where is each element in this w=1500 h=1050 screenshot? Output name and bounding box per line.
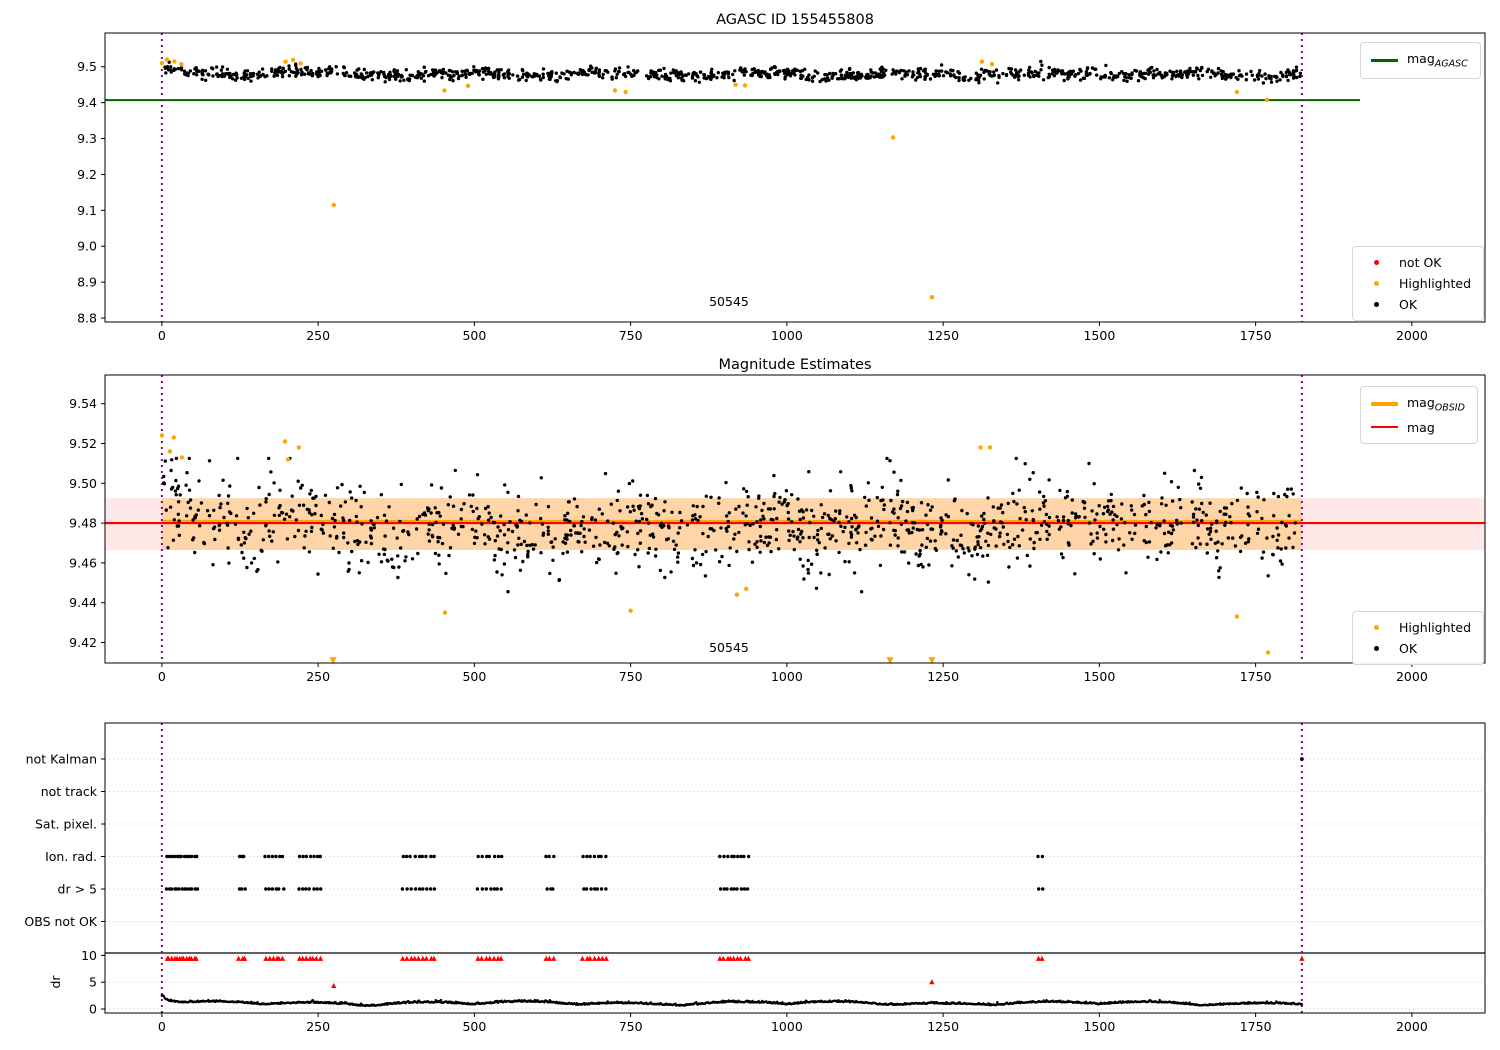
svg-text:1250: 1250 bbox=[927, 669, 959, 684]
svg-text:500: 500 bbox=[462, 1019, 486, 1034]
svg-text:9.4: 9.4 bbox=[77, 95, 97, 110]
svg-text:1000: 1000 bbox=[771, 328, 803, 343]
svg-text:9.46: 9.46 bbox=[69, 555, 97, 570]
svg-text:9.52: 9.52 bbox=[69, 436, 97, 451]
svg-text:750: 750 bbox=[619, 1019, 643, 1034]
svg-text:9.1: 9.1 bbox=[77, 203, 97, 218]
svg-text:1750: 1750 bbox=[1240, 1019, 1272, 1034]
legend-item-highlighted-mid: Highlighted bbox=[1361, 617, 1473, 638]
svg-text:8.8: 8.8 bbox=[77, 311, 97, 326]
svg-text:not track: not track bbox=[41, 784, 98, 799]
svg-text:750: 750 bbox=[619, 328, 643, 343]
top-plot-title: AGASC ID 155455808 bbox=[716, 12, 874, 28]
mag-obsid-label: magOBSID bbox=[1407, 395, 1465, 414]
svg-text:250: 250 bbox=[306, 1019, 330, 1034]
svg-text:2000: 2000 bbox=[1396, 1019, 1428, 1034]
obsid-annotation-middle: 50545 bbox=[709, 640, 749, 655]
highlighted-marker-swatch-mid bbox=[1363, 625, 1390, 630]
dr-axis-label: dr bbox=[48, 975, 63, 989]
svg-text:9.2: 9.2 bbox=[77, 167, 97, 182]
legend-item-mag-obsid: magOBSID bbox=[1369, 392, 1467, 417]
ok-label-mid: OK bbox=[1399, 641, 1418, 656]
svg-text:1500: 1500 bbox=[1083, 328, 1115, 343]
not-ok-marker-swatch bbox=[1363, 260, 1390, 265]
svg-text:0: 0 bbox=[158, 328, 166, 343]
obsid-annotation-top: 50545 bbox=[709, 294, 749, 309]
highlighted-label-mid: Highlighted bbox=[1399, 620, 1472, 635]
svg-text:9.48: 9.48 bbox=[69, 516, 97, 531]
svg-text:Ion. rad.: Ion. rad. bbox=[45, 849, 97, 864]
svg-text:Sat. pixel.: Sat. pixel. bbox=[35, 817, 97, 832]
mag-agasc-label: magAGASC bbox=[1407, 51, 1468, 70]
svg-text:1500: 1500 bbox=[1083, 1019, 1115, 1034]
middle-plot-title: Magnitude Estimates bbox=[718, 357, 872, 373]
svg-text:1250: 1250 bbox=[927, 328, 959, 343]
legend-item-mag-agasc: magAGASC bbox=[1369, 48, 1470, 73]
legend-item-ok-mid: OK bbox=[1361, 638, 1473, 659]
svg-text:9.50: 9.50 bbox=[69, 476, 97, 491]
svg-text:1000: 1000 bbox=[771, 1019, 803, 1034]
svg-text:not Kalman: not Kalman bbox=[26, 752, 97, 767]
svg-text:8.9: 8.9 bbox=[77, 275, 97, 290]
svg-text:500: 500 bbox=[462, 669, 486, 684]
svg-text:1750: 1750 bbox=[1240, 328, 1272, 343]
svg-text:1500: 1500 bbox=[1083, 669, 1115, 684]
svg-text:10: 10 bbox=[81, 948, 97, 963]
svg-text:750: 750 bbox=[619, 669, 643, 684]
svg-text:9.54: 9.54 bbox=[69, 396, 97, 411]
ok-marker-swatch bbox=[1363, 302, 1390, 307]
svg-text:250: 250 bbox=[306, 328, 330, 343]
legend-item-highlighted: Highlighted bbox=[1361, 273, 1473, 294]
svg-text:1250: 1250 bbox=[927, 1019, 959, 1034]
svg-text:1750: 1750 bbox=[1240, 669, 1272, 684]
legend-item-ok: OK bbox=[1361, 294, 1473, 315]
highlighted-marker-swatch bbox=[1363, 281, 1390, 286]
not-ok-label: not OK bbox=[1399, 255, 1442, 270]
highlighted-label: Highlighted bbox=[1399, 276, 1472, 291]
svg-text:0: 0 bbox=[89, 1002, 97, 1017]
mag-label: mag bbox=[1407, 419, 1435, 435]
svg-text:2000: 2000 bbox=[1396, 669, 1428, 684]
svg-text:5: 5 bbox=[89, 975, 97, 990]
legend-item-not-ok: not OK bbox=[1361, 252, 1473, 273]
top-marker-legend: not OK Highlighted OK bbox=[1352, 246, 1485, 321]
svg-text:0: 0 bbox=[158, 1019, 166, 1034]
mag-obsid-line-swatch bbox=[1371, 402, 1398, 407]
mag-agasc-legend: magAGASC bbox=[1360, 42, 1481, 79]
mag-line-swatch bbox=[1371, 425, 1398, 429]
legend-item-mag: mag bbox=[1369, 417, 1467, 438]
svg-text:1000: 1000 bbox=[771, 669, 803, 684]
svg-text:2000: 2000 bbox=[1396, 328, 1428, 343]
svg-text:9.42: 9.42 bbox=[69, 635, 97, 650]
ok-marker-swatch-mid bbox=[1363, 646, 1390, 651]
middle-marker-legend: Highlighted OK bbox=[1352, 611, 1485, 665]
svg-text:dr > 5: dr > 5 bbox=[58, 882, 97, 897]
svg-text:500: 500 bbox=[462, 328, 486, 343]
svg-text:9.0: 9.0 bbox=[77, 239, 97, 254]
mag-obsid-legend: magOBSID mag bbox=[1360, 386, 1478, 444]
svg-text:9.3: 9.3 bbox=[77, 131, 97, 146]
svg-text:0: 0 bbox=[158, 669, 166, 684]
svg-text:250: 250 bbox=[306, 669, 330, 684]
ok-label: OK bbox=[1399, 297, 1418, 312]
svg-text:9.44: 9.44 bbox=[69, 595, 97, 610]
svg-text:9.5: 9.5 bbox=[77, 59, 97, 74]
svg-text:OBS not OK: OBS not OK bbox=[24, 914, 97, 929]
mag-agasc-line-swatch bbox=[1371, 59, 1398, 62]
